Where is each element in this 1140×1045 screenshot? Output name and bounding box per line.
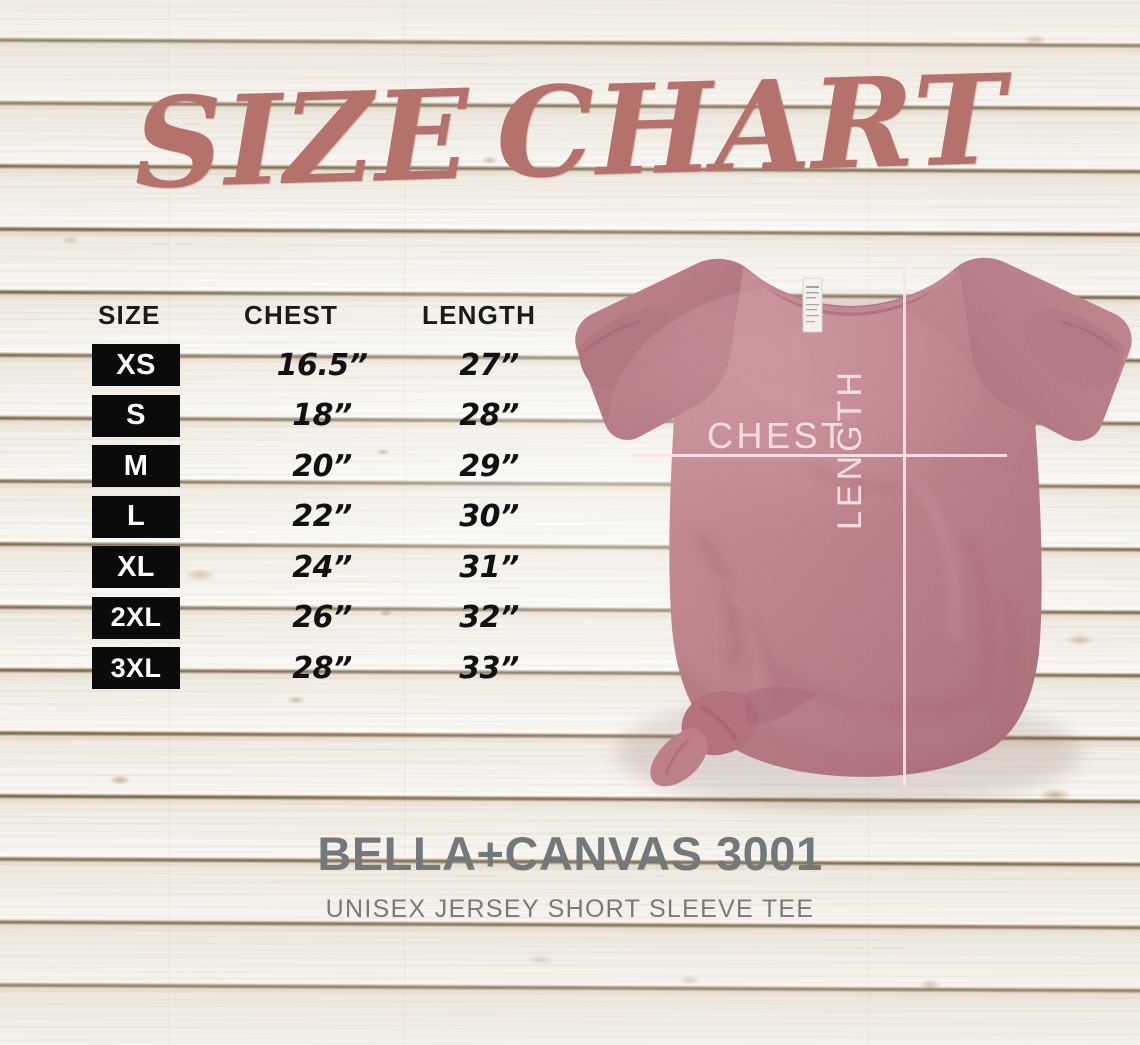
product-description: UNISEX JERSEY SHORT SLEEVE TEE — [325, 895, 815, 923]
length-value: 33” — [459, 650, 519, 686]
size-badge: 3XL — [92, 647, 180, 690]
size-cell: M — [92, 445, 244, 488]
table-row: XL 24” 31” — [92, 542, 562, 593]
size-cell: 2XL — [92, 596, 244, 639]
title-word-chart: CHART — [494, 47, 1009, 208]
size-badge: 2XL — [92, 596, 180, 639]
size-badge: S — [92, 394, 180, 437]
table-row: 2XL 26” 32” — [92, 593, 562, 644]
size-cell: S — [92, 394, 244, 437]
size-cell: L — [92, 495, 244, 538]
length-value: 31” — [459, 549, 519, 585]
length-value: 30” — [459, 499, 519, 535]
length-value: 28” — [459, 398, 519, 434]
table-row: M 20” 29” — [92, 441, 562, 492]
title-word-size: SIZE — [131, 62, 473, 218]
table-row: S 18” 28” — [92, 391, 562, 442]
table-header-row: SIZE CHEST LENGTH — [92, 300, 562, 340]
size-cell: 3XL — [92, 647, 244, 690]
size-table: SIZE CHEST LENGTH XS 16.5” 27” S 18” 28”… — [92, 300, 562, 694]
size-cell: XL — [92, 546, 244, 589]
column-header-length: LENGTH — [422, 300, 537, 330]
length-value: 32” — [459, 600, 519, 636]
table-row: 3XL 28” 33” — [92, 643, 562, 694]
size-badge: M — [92, 445, 180, 488]
table-row: XS 16.5” 27” — [92, 340, 562, 391]
length-value: 27” — [459, 347, 519, 383]
size-cell: XS — [92, 344, 244, 387]
size-badge: L — [92, 495, 180, 538]
chest-value: 26” — [292, 600, 352, 636]
chest-value: 24” — [292, 549, 352, 585]
size-badge: XL — [92, 546, 180, 589]
table-row: L 22” 30” — [92, 492, 562, 543]
chest-value: 28” — [292, 650, 352, 686]
chest-value: 16.5” — [276, 347, 368, 383]
chest-value: 22” — [292, 499, 352, 535]
chest-value: 18” — [292, 398, 352, 434]
size-badge: XS — [92, 344, 180, 387]
chest-value: 20” — [292, 448, 352, 484]
knotted-hem — [650, 686, 816, 787]
column-header-size: SIZE — [98, 300, 161, 330]
brand-name: BELLA+CANVAS 3001 — [317, 827, 823, 880]
brand-tag — [802, 277, 823, 333]
tshirt-photo — [548, 236, 1140, 816]
column-header-chest: CHEST — [244, 300, 339, 330]
length-value: 29” — [459, 448, 519, 484]
tshirt-illustration — [575, 257, 1132, 810]
